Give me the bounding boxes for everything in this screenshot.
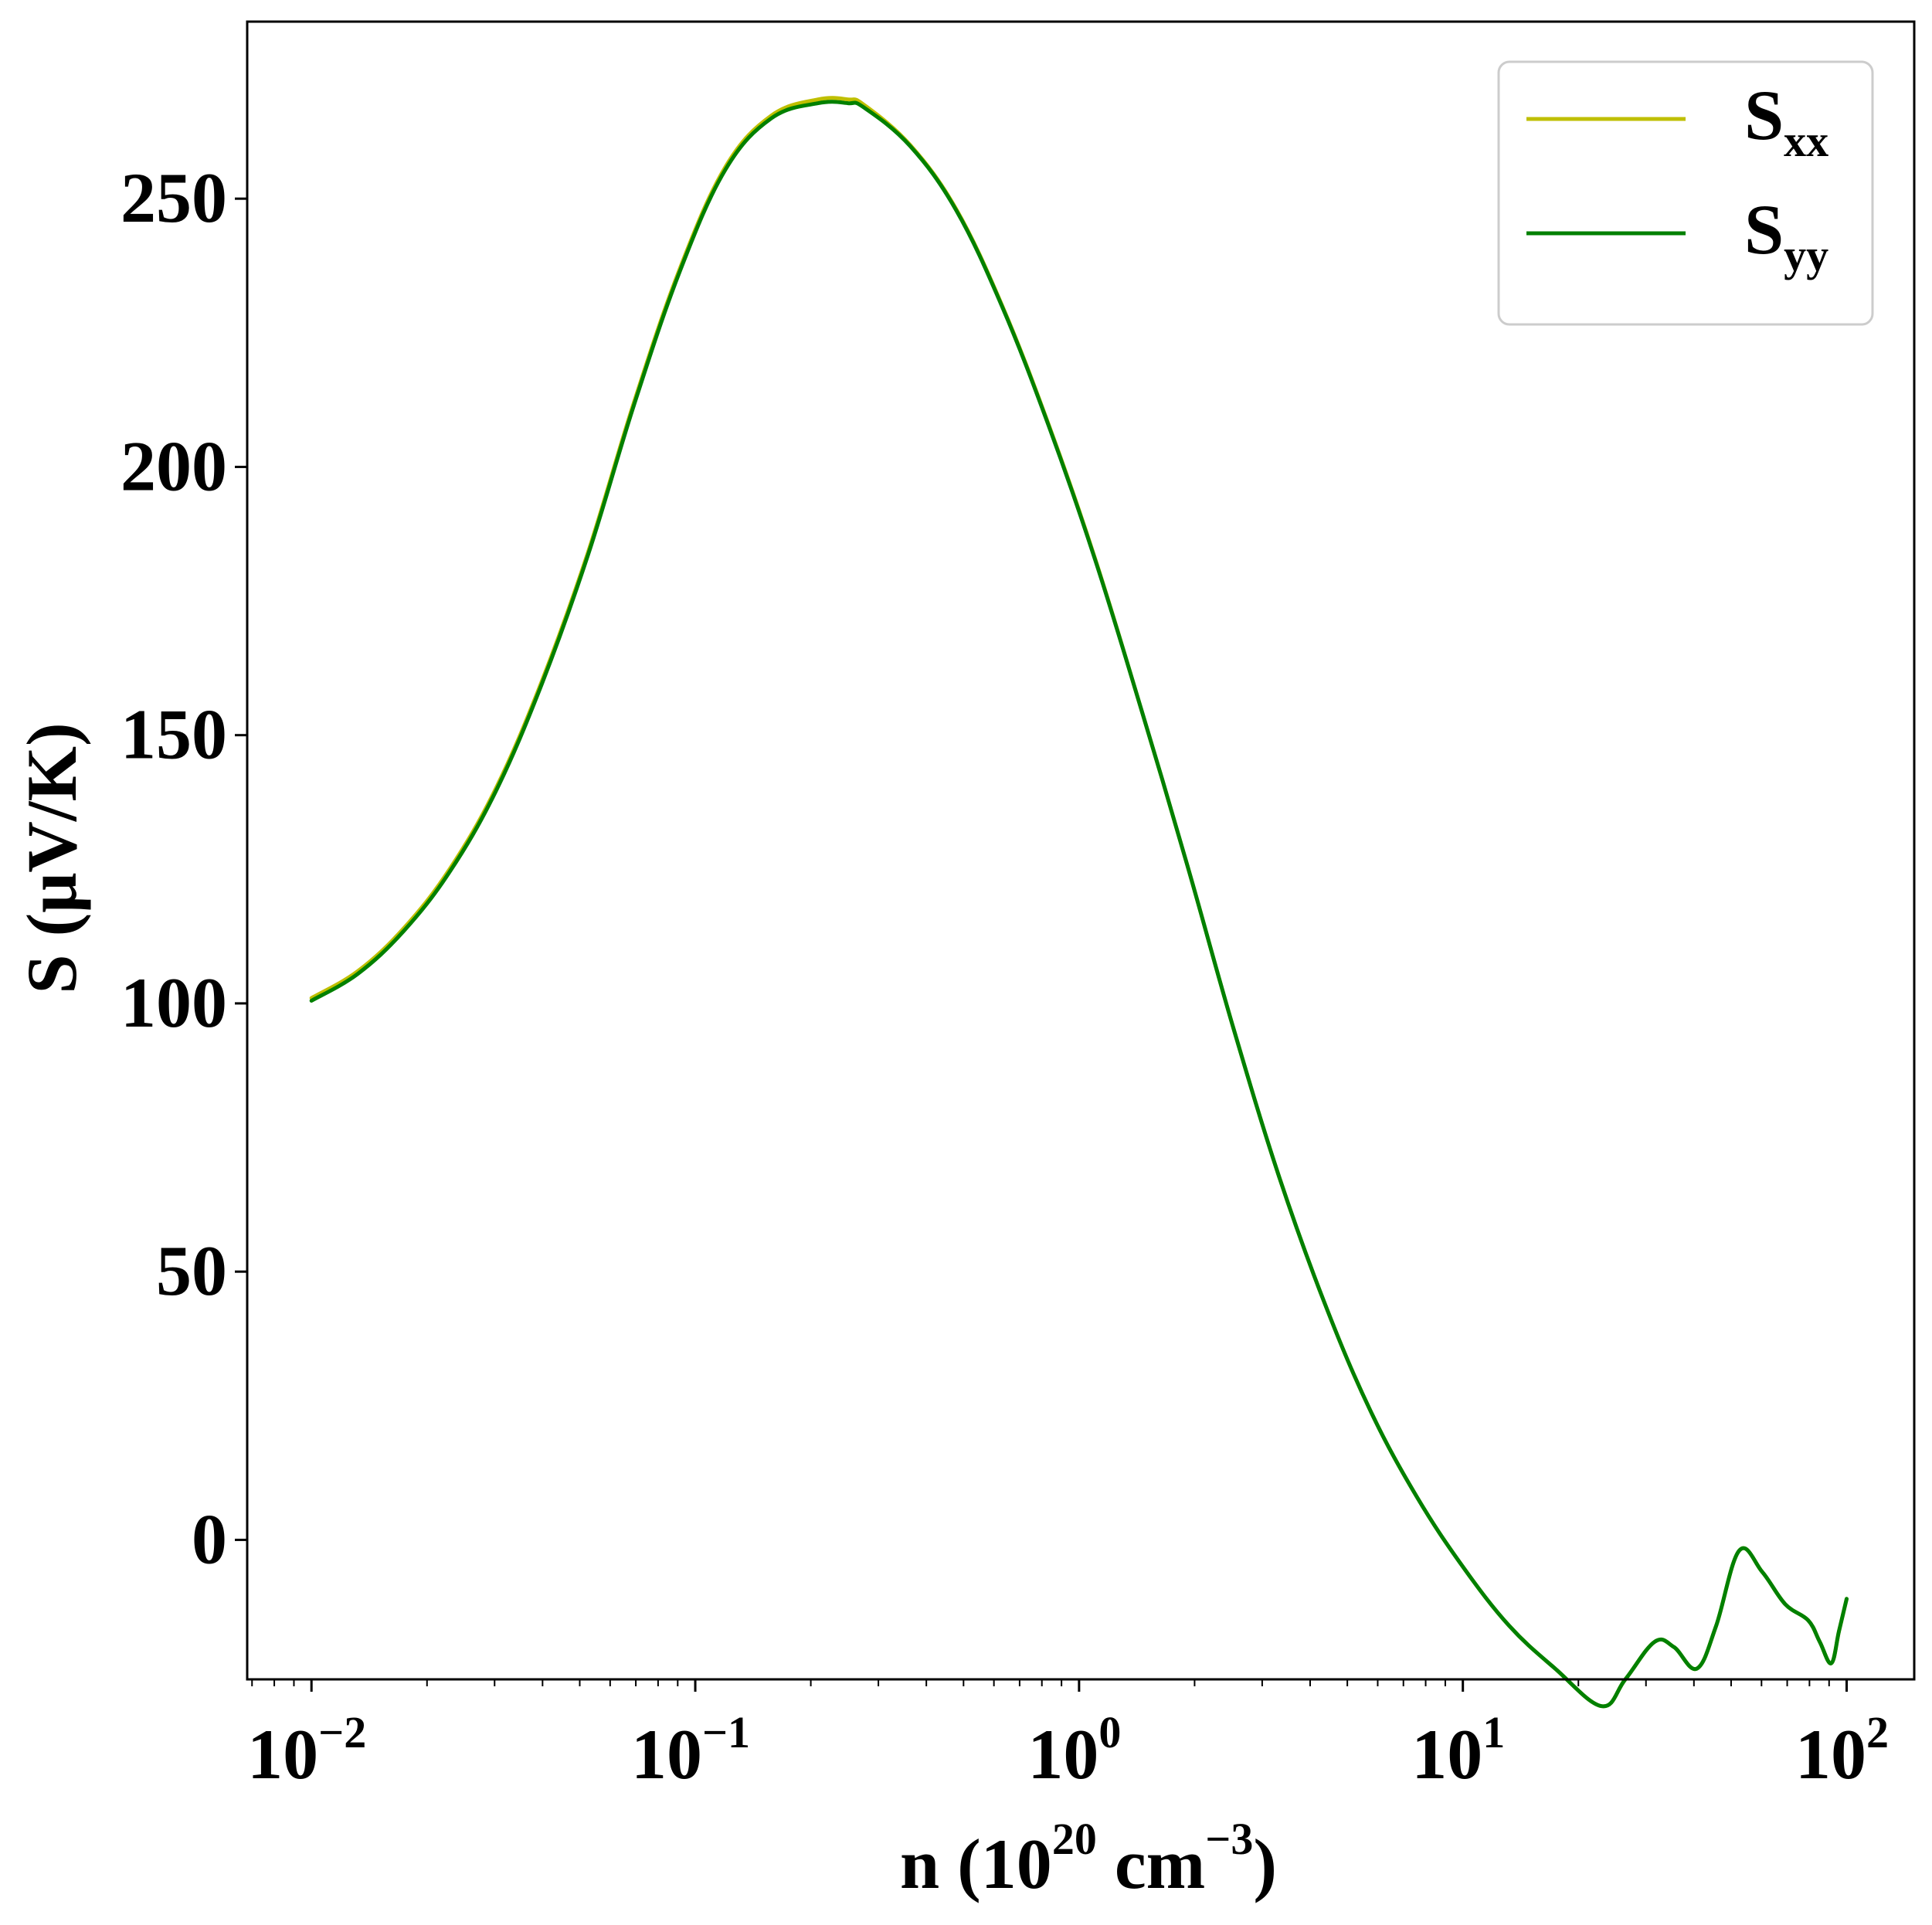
y-tick-label: 150 — [121, 695, 227, 774]
plot-frame — [246, 20, 1916, 1681]
x-tick-label: 10−2 — [247, 1707, 366, 1794]
x-tick-label: 10−1 — [631, 1707, 750, 1794]
legend-label-xx: Sxx — [1744, 76, 1828, 166]
y-axis-label: S (μV/K) — [12, 722, 91, 993]
y-tick-label: 50 — [156, 1231, 227, 1310]
x-axis-label: n (1020 cm−3) — [900, 1814, 1277, 1903]
y-tick-label: 200 — [121, 426, 227, 505]
x-tick-label: 102 — [1795, 1707, 1889, 1794]
series-line-yy — [309, 100, 1849, 1709]
y-tick-label: 0 — [192, 1499, 227, 1578]
y-tick-label: 250 — [121, 158, 227, 237]
y-tick-label: 100 — [121, 963, 227, 1042]
x-tick-label: 101 — [1411, 1707, 1505, 1794]
legend: Sxx Syy — [1497, 60, 1874, 326]
legend-label-yy: Syy — [1744, 190, 1828, 280]
axes: 0 50 100 150 200 250 10−2 10−1 100 101 102 n (1020 … — [12, 20, 1916, 1903]
legend-box — [1497, 60, 1874, 326]
x-tick-label: 100 — [1027, 1707, 1121, 1794]
series-line-xx — [309, 96, 1849, 1709]
plot-area — [309, 96, 1849, 1709]
